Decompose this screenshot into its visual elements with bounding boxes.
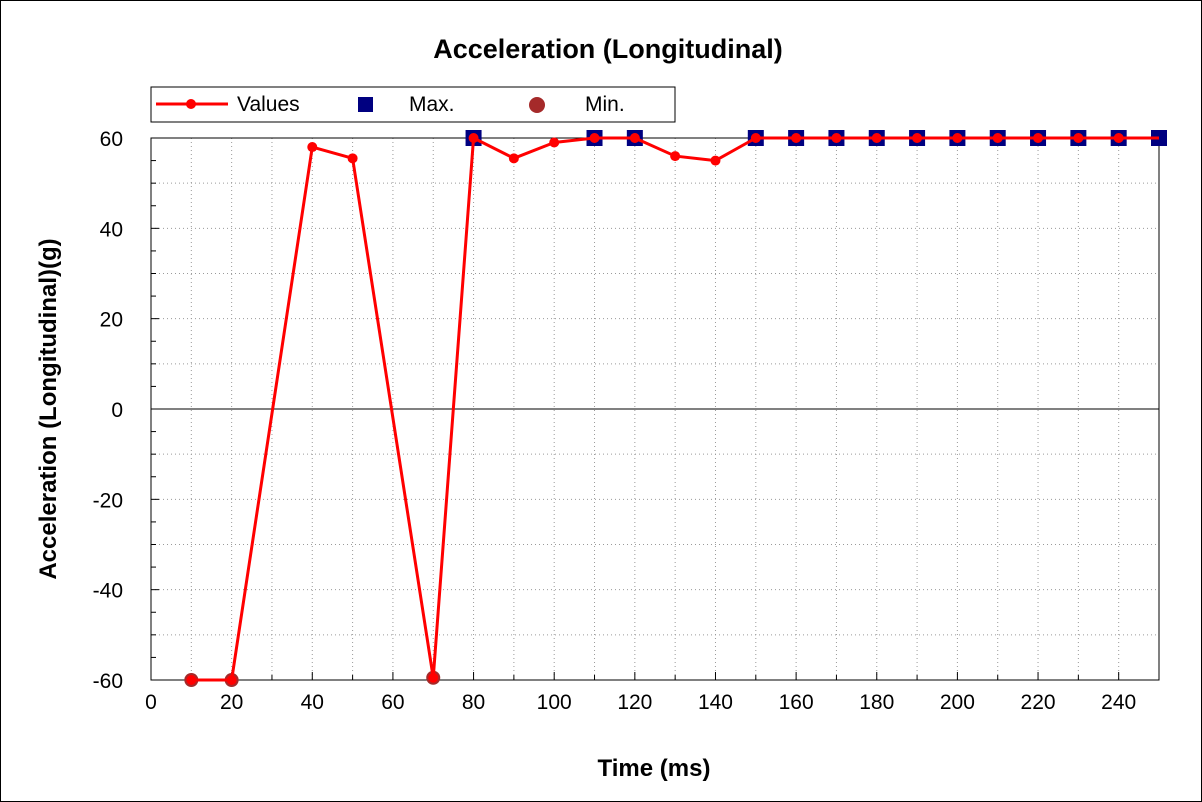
legend-item-min: Min.: [529, 93, 625, 116]
x-tick-label: 0: [145, 691, 157, 714]
values-point: [1113, 133, 1124, 143]
legend-values-marker: [186, 99, 196, 109]
values-point: [710, 155, 721, 166]
x-tick-label: 20: [220, 691, 243, 714]
values-point: [347, 153, 358, 164]
values-point: [791, 133, 802, 143]
x-tick-label: 100: [537, 691, 572, 714]
y-tick-label: -60: [93, 670, 123, 693]
values-point: [629, 133, 640, 143]
values-point: [831, 133, 842, 143]
y-tick-label: -40: [93, 580, 123, 603]
values-point: [871, 133, 882, 143]
x-tick-label: 240: [1101, 691, 1136, 714]
values-point: [952, 133, 963, 143]
legend-box: [150, 86, 676, 123]
values-point: [226, 675, 237, 685]
values-point: [589, 133, 600, 143]
series-values: [186, 133, 1159, 685]
x-tick-label: 140: [698, 691, 733, 714]
values-point: [508, 153, 519, 164]
values-point: [912, 133, 923, 143]
values-point: [428, 672, 439, 683]
legend-max-label: Max.: [409, 93, 455, 116]
x-tick-label: 120: [617, 691, 652, 714]
legend-min-marker: [529, 97, 545, 113]
y-tick-label: 60: [100, 128, 123, 151]
x-tick-label: 60: [381, 691, 404, 714]
y-tick-label: 20: [100, 309, 123, 332]
values-point: [992, 133, 1003, 143]
values-point: [750, 133, 761, 143]
x-axis-title: Time (ms): [598, 755, 711, 782]
legend-item-values: Values: [156, 93, 300, 116]
legend-max-marker: [358, 97, 373, 112]
x-tick-label: 180: [859, 691, 894, 714]
y-tick-label: 0: [111, 399, 123, 422]
y-tick-label: 40: [100, 218, 123, 241]
values-point: [1073, 133, 1084, 143]
legend-min-label: Min.: [585, 93, 625, 116]
y-axis-title: Acceleration (Longitudinal)(g): [35, 238, 62, 579]
values-point: [307, 142, 318, 153]
legend-values-label: Values: [237, 93, 300, 116]
values-point: [186, 675, 197, 685]
values-point: [549, 137, 560, 148]
legend-item-max: Max.: [358, 93, 455, 116]
x-tick-label: 200: [940, 691, 975, 714]
chart-title: Acceleration (Longitudinal): [433, 34, 783, 64]
x-tick-label: 220: [1021, 691, 1056, 714]
x-tick-label: 80: [462, 691, 485, 714]
x-tick-label: 160: [779, 691, 814, 714]
values-point: [468, 133, 479, 143]
values-point: [670, 151, 681, 162]
x-tick-label: 40: [301, 691, 324, 714]
y-axis: 60 40 20 0 -20 -40 -60: [93, 128, 159, 693]
values-point: [1033, 133, 1044, 143]
y-tick-label: -20: [93, 489, 123, 512]
legend: Values Max. Min.: [150, 86, 676, 123]
x-axis: 0 20 40 60 80 100 120 140 160 180 200 220 240: [145, 672, 1136, 714]
grid: [151, 138, 1159, 680]
series-layer: [184, 130, 1167, 687]
